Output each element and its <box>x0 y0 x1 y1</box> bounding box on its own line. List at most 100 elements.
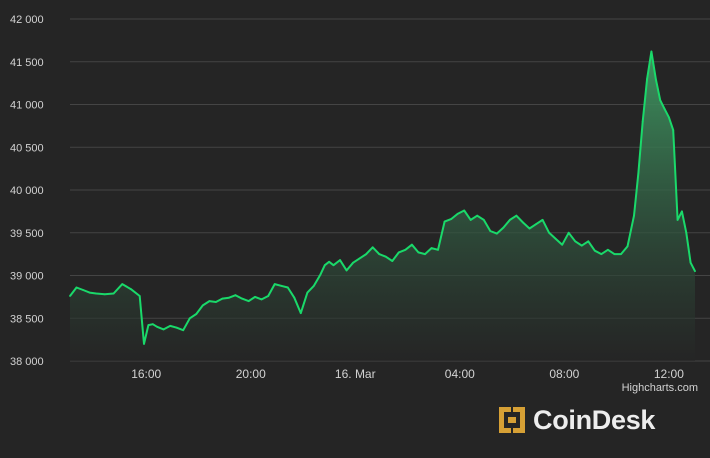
x-tick-label: 04:00 <box>445 367 475 381</box>
data-point <box>522 221 524 224</box>
data-point <box>463 209 466 212</box>
x-tick-label: 20:00 <box>236 367 266 381</box>
data-point <box>600 253 603 256</box>
coindesk-logo-text: CoinDesk <box>533 404 656 435</box>
data-point <box>182 329 185 332</box>
data-point <box>143 343 145 345</box>
data-point <box>641 120 644 123</box>
data-point <box>82 289 84 291</box>
data-point <box>593 249 596 252</box>
data-point <box>668 116 670 119</box>
data-point <box>175 326 178 329</box>
data-point <box>328 260 330 263</box>
data-point <box>254 296 256 298</box>
data-point <box>607 248 609 251</box>
data-point <box>443 220 446 223</box>
data-point <box>103 293 106 296</box>
data-point <box>299 312 302 314</box>
data-point <box>130 288 132 291</box>
data-point <box>424 253 426 256</box>
x-tick-label: 12:00 <box>654 367 684 381</box>
data-point <box>469 219 472 221</box>
data-point <box>188 317 191 320</box>
y-tick-label: 40 500 <box>10 142 44 154</box>
data-point <box>75 286 78 289</box>
data-point <box>260 298 263 301</box>
data-point <box>509 219 511 221</box>
data-point <box>613 253 616 256</box>
data-point <box>626 245 629 248</box>
coindesk-logo-dot <box>508 417 516 423</box>
data-point <box>541 219 544 221</box>
data-point <box>646 78 648 80</box>
coindesk-brand: CoinDesk <box>497 402 655 438</box>
data-point <box>162 328 165 331</box>
price-data-points <box>69 50 696 345</box>
data-point <box>574 240 577 243</box>
y-tick-label: 41 500 <box>10 57 44 69</box>
data-point <box>587 240 590 243</box>
data-point <box>384 255 387 258</box>
data-point <box>352 261 354 264</box>
data-point <box>411 243 413 246</box>
data-point <box>548 231 550 234</box>
data-point <box>234 294 237 297</box>
data-point <box>437 248 439 251</box>
data-point <box>620 253 622 256</box>
data-point <box>554 237 557 240</box>
data-point <box>397 251 400 254</box>
data-point <box>489 230 492 232</box>
data-point <box>208 300 211 302</box>
data-point <box>319 273 322 276</box>
y-axis-labels: 38 000 38 500 39 000 39 500 40 000 40 500 41 0… <box>10 14 44 368</box>
data-point <box>280 284 283 287</box>
y-tick-label: 39 000 <box>10 271 44 283</box>
data-point <box>654 78 657 80</box>
data-point <box>637 172 640 174</box>
data-point <box>580 244 583 247</box>
data-point <box>676 219 679 221</box>
data-point <box>417 251 420 254</box>
data-point <box>681 210 683 213</box>
data-point <box>332 264 335 267</box>
data-point <box>633 214 635 217</box>
x-tick-label: 16:00 <box>131 367 161 381</box>
x-tick-label: 08:00 <box>549 367 579 381</box>
data-point <box>685 231 688 234</box>
coindesk-logo-bracket <box>499 407 511 433</box>
data-point <box>195 313 198 315</box>
data-point <box>151 323 154 326</box>
data-point <box>241 297 243 300</box>
data-point <box>228 296 230 299</box>
data-point <box>456 213 459 215</box>
data-point <box>267 295 270 297</box>
data-point <box>391 260 394 262</box>
price-series-line <box>69 50 696 345</box>
x-axis-labels: 16:00 20:00 16. Mar 04:00 08:00 12:00 <box>131 367 684 381</box>
data-point <box>345 269 348 272</box>
data-point <box>138 295 141 297</box>
data-point <box>358 257 361 260</box>
data-point <box>561 243 564 246</box>
data-point <box>567 231 570 234</box>
data-point <box>121 283 124 285</box>
data-point <box>482 219 485 221</box>
price-area-fill <box>70 51 695 361</box>
data-point <box>515 214 518 217</box>
data-point <box>476 214 479 217</box>
data-point <box>147 324 150 326</box>
data-point <box>339 259 341 261</box>
data-point <box>659 99 662 102</box>
highcharts-credits[interactable]: Highcharts.com <box>622 382 698 394</box>
y-tick-label: 41 000 <box>10 100 44 112</box>
y-tick-label: 38 000 <box>10 356 44 368</box>
data-point <box>672 129 675 132</box>
data-point <box>694 270 696 273</box>
y-tick-label: 39 500 <box>10 228 44 240</box>
data-point <box>404 248 407 251</box>
data-point <box>286 286 289 289</box>
data-point <box>221 297 224 300</box>
grid-lines <box>70 18 710 362</box>
data-point <box>313 284 315 287</box>
